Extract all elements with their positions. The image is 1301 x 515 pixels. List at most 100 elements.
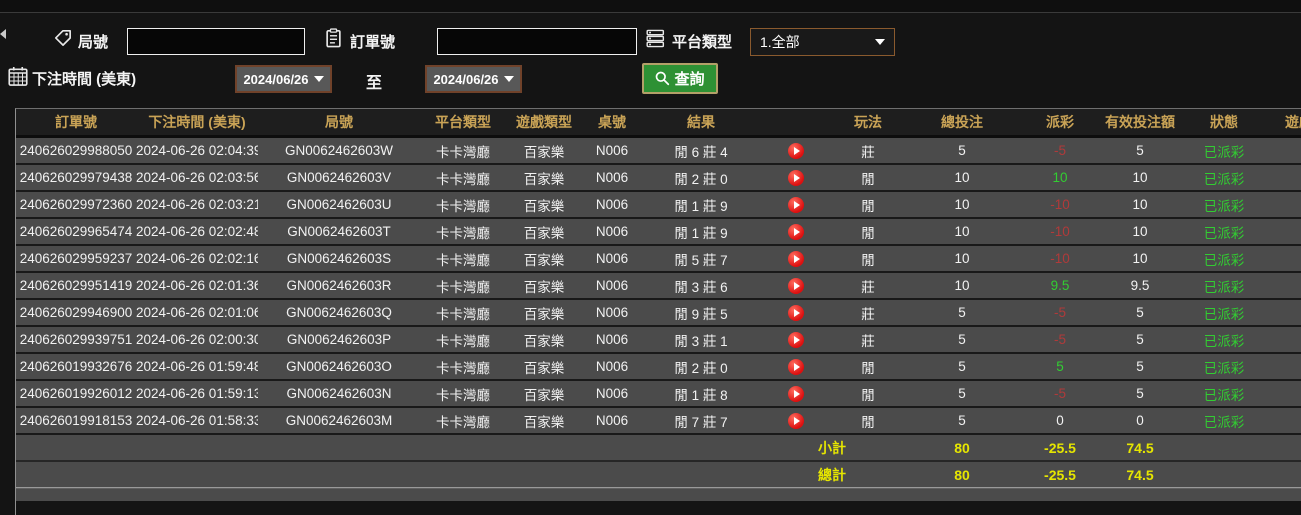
col-header-status: 狀態 [1180, 109, 1268, 138]
cell-valid-bet: 5 [1100, 352, 1180, 381]
table-row: 240626029972360 2024-06-26 02:03:21 GN0062… [16, 190, 1301, 219]
play-icon [794, 416, 800, 425]
replay-button[interactable] [788, 331, 804, 348]
col-header-total-bet: 總投注 [904, 109, 1020, 138]
chevron-down-icon [875, 39, 885, 45]
cell-bet-time: 2024-06-26 02:02:48 [136, 217, 258, 246]
cell-game [1268, 190, 1301, 219]
cell-total-bet: 5 [904, 352, 1020, 381]
col-header-play: 玩法 [832, 109, 904, 138]
cell-play: 閒 [832, 217, 904, 246]
cell-valid-bet: 74.5 [1100, 460, 1180, 488]
order-no-label: 訂單號 [350, 34, 396, 51]
cell-order-no: 240626019932676 [16, 352, 136, 381]
cell-status: 已派彩 [1180, 379, 1268, 408]
cell-game-no: GN0062462603N [258, 379, 420, 408]
cell-payout: 0 [1020, 406, 1100, 435]
cell-platform: 卡卡灣廳 [420, 379, 506, 408]
order-no-input[interactable] [437, 28, 637, 55]
cell-replay [760, 325, 832, 354]
cell-game-type: 百家樂 [506, 190, 582, 219]
replay-button[interactable] [788, 385, 804, 402]
play-icon [794, 335, 800, 344]
cell-game [1268, 352, 1301, 381]
cell-valid-bet: 10 [1100, 244, 1180, 273]
cell-replay [760, 163, 832, 192]
platform-type-select[interactable]: 1.全部 [750, 28, 895, 56]
cell-total-bet: 80 [904, 460, 1020, 488]
cell-table-no: N006 [582, 190, 642, 219]
cell-platform: 卡卡灣廳 [420, 406, 506, 435]
cell-status: 已派彩 [1180, 244, 1268, 273]
cell-game [1268, 136, 1301, 165]
cell-table-no: N006 [582, 406, 642, 435]
cell-game-no: GN0062462603R [258, 271, 420, 300]
cell-payout: 9.5 [1020, 271, 1100, 300]
cell-table-no: N006 [582, 271, 642, 300]
platform-server-icon [646, 29, 665, 48]
date-to-picker[interactable]: 2024/06/26 [425, 65, 522, 93]
cell-game-type: 百家樂 [506, 271, 582, 300]
to-label: 至 [366, 75, 383, 92]
cell-play: 莊 [832, 325, 904, 354]
cell-result: 閒 1 莊 9 [642, 217, 760, 246]
cell-total-bet: 80 [904, 433, 1020, 462]
table-row: 240626019918153 2024-06-26 01:58:33 GN0062… [16, 406, 1301, 435]
play-icon [794, 389, 800, 398]
chevron-down-icon [313, 76, 324, 82]
cell-valid-bet: 10 [1100, 190, 1180, 219]
cell-payout: -10 [1020, 217, 1100, 246]
col-header-game-no: 局號 [258, 109, 420, 138]
cell-pad [16, 460, 760, 488]
cell-game-no: GN0062462603M [258, 406, 420, 435]
edge-collapse-arrow-icon [0, 29, 6, 39]
replay-button[interactable] [788, 358, 804, 375]
cell-play: 莊 [832, 298, 904, 327]
search-icon [655, 71, 670, 86]
total-row: 總計 80 -25.5 74.5 [16, 460, 1301, 488]
chevron-down-icon [503, 76, 514, 82]
replay-button[interactable] [788, 142, 804, 159]
cell-valid-bet: 5 [1100, 298, 1180, 327]
cell-game [1268, 271, 1301, 300]
replay-button[interactable] [788, 250, 804, 267]
cell-game-no: GN0062462603O [258, 352, 420, 381]
cell-replay [760, 217, 832, 246]
cell-game [1268, 163, 1301, 192]
cell-play: 閒 [832, 190, 904, 219]
cell-bet-time: 2024-06-26 02:02:16 [136, 244, 258, 273]
replay-button[interactable] [788, 412, 804, 429]
cell-game [1268, 406, 1301, 435]
search-button[interactable]: 查詢 [642, 63, 718, 94]
cell-play: 閒 [832, 379, 904, 408]
cell-platform: 卡卡灣廳 [420, 244, 506, 273]
cell-table-no: N006 [582, 244, 642, 273]
cell-bet-time: 2024-06-26 02:01:06 [136, 298, 258, 327]
cell-total-bet: 5 [904, 298, 1020, 327]
cell-result: 閒 2 莊 0 [642, 352, 760, 381]
cell-game-type: 百家樂 [506, 217, 582, 246]
replay-button[interactable] [788, 196, 804, 213]
replay-button[interactable] [788, 223, 804, 240]
cell-total-bet: 5 [904, 406, 1020, 435]
cell-payout: 10 [1020, 163, 1100, 192]
cell-status: 已派彩 [1180, 298, 1268, 327]
play-icon [794, 254, 800, 263]
cell-result: 閒 6 莊 4 [642, 136, 760, 165]
cell-payout: -25.5 [1020, 433, 1100, 462]
replay-button[interactable] [788, 304, 804, 321]
cell-valid-bet: 74.5 [1100, 433, 1180, 462]
cell-bet-time: 2024-06-26 01:59:13 [136, 379, 258, 408]
game-no-input[interactable] [127, 28, 305, 55]
date-from-picker[interactable]: 2024/06/26 [235, 65, 332, 93]
cell-order-no: 240626019926012 [16, 379, 136, 408]
play-icon [794, 281, 800, 290]
col-header-replay [760, 109, 832, 138]
replay-button[interactable] [788, 277, 804, 294]
cell-order-no: 240626029979438 [16, 163, 136, 192]
cell-game [1268, 379, 1301, 408]
cell-game [1268, 217, 1301, 246]
cell-status: 已派彩 [1180, 136, 1268, 165]
replay-button[interactable] [788, 169, 804, 186]
cell-replay [760, 352, 832, 381]
